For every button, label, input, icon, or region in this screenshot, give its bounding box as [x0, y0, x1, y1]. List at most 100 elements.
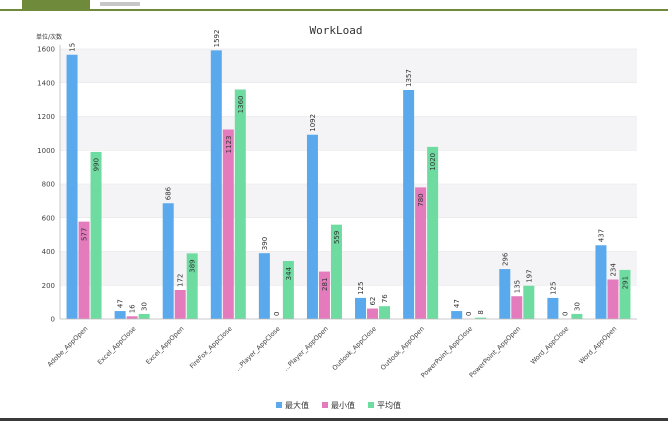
data-label-2-1: 30 [141, 302, 149, 311]
bar-0-4[interactable] [258, 253, 270, 319]
data-label-1-9: 135 [513, 280, 521, 293]
bar-0-9[interactable] [499, 269, 511, 319]
data-label-1-3: 1123 [225, 135, 233, 153]
grid-band [60, 116, 637, 151]
data-label-1-2: 172 [177, 274, 185, 287]
x-tick-label: FireFox_AppClose [188, 325, 234, 371]
bars-layer [66, 50, 631, 320]
legend-item[interactable]: 平均值 [377, 400, 401, 410]
bar-1-9[interactable] [511, 296, 523, 319]
data-label-1-5: 281 [321, 278, 329, 291]
x-tick-label: Outlook_AppClose [331, 325, 378, 372]
bar-2-3[interactable] [234, 89, 246, 320]
data-label-2-0: 990 [93, 158, 101, 171]
x-tick-label: Excel_AppOpen [144, 325, 185, 366]
bar-0-3[interactable] [210, 50, 222, 319]
x-tick-label: Outlook_AppOpen [379, 325, 426, 372]
bar-0-10[interactable] [547, 297, 559, 319]
data-label-0-11: 437 [597, 229, 605, 242]
legend-swatch [322, 402, 328, 408]
y-tick-label: 200 [42, 282, 55, 290]
bar-2-9[interactable] [523, 285, 535, 319]
bar-0-0[interactable] [66, 54, 78, 320]
bar-1-5[interactable] [318, 271, 330, 319]
bar-0-7[interactable] [403, 90, 415, 319]
y-tick-label: 400 [42, 248, 55, 256]
bar-1-6[interactable] [367, 308, 379, 319]
bottom-border [0, 418, 668, 421]
bar-1-2[interactable] [174, 289, 186, 319]
data-label-2-9: 197 [525, 269, 533, 282]
data-label-1-7: 780 [417, 193, 425, 206]
workload-chart: WorkLoad 单位/次数 0200400600800100012001400… [36, 24, 637, 410]
data-label-2-10: 30 [573, 302, 581, 311]
data-label-2-3: 1360 [237, 96, 245, 114]
data-label-0-4: 390 [261, 237, 269, 250]
bar-2-2[interactable] [186, 253, 198, 319]
data-label-1-11: 234 [609, 263, 617, 277]
data-label-0-6: 125 [357, 282, 365, 295]
data-label-1-6: 62 [369, 297, 377, 306]
data-label-2-2: 389 [189, 259, 197, 272]
legend-swatch [368, 402, 374, 408]
data-label-0-8: 47 [453, 299, 461, 308]
y-tick-label: 600 [42, 214, 55, 222]
bar-2-5[interactable] [330, 224, 342, 319]
x-tick-label: Adobe_AppOpen [46, 325, 90, 369]
bar-2-11[interactable] [619, 269, 631, 319]
x-tick-label: Word_AppClose [529, 325, 570, 366]
bar-2-8[interactable] [475, 317, 487, 319]
bar-0-11[interactable] [595, 245, 607, 319]
y-tick-label: 800 [42, 181, 55, 189]
data-label-0-5: 1092 [309, 114, 317, 132]
grid-band [60, 184, 637, 218]
data-label-0-2: 686 [165, 186, 173, 200]
grid-band [60, 251, 637, 286]
x-tick-label: Word_AppOpen [577, 325, 618, 366]
bar-2-6[interactable] [379, 306, 391, 319]
bar-1-11[interactable] [607, 279, 619, 319]
legend-item[interactable]: 最大值 [285, 400, 309, 410]
bar-1-0[interactable] [78, 221, 90, 319]
bar-1-3[interactable] [222, 129, 234, 319]
data-label-1-8: 0 [465, 312, 473, 316]
data-label-0-7: 1357 [405, 69, 413, 87]
x-tick-label: ...Player_AppClose [234, 325, 282, 373]
y-tick-label: 1200 [37, 113, 55, 121]
y-tick-label: 0 [51, 316, 55, 324]
grid-band [60, 49, 637, 83]
chart-title: WorkLoad [310, 24, 363, 37]
bar-2-7[interactable] [427, 146, 439, 319]
data-label-2-5: 559 [333, 231, 341, 244]
legend-item[interactable]: 最小值 [331, 400, 355, 410]
bar-1-7[interactable] [415, 187, 427, 319]
bar-0-6[interactable] [355, 297, 367, 319]
bar-0-2[interactable] [162, 203, 174, 319]
data-label-2-4: 344 [285, 266, 293, 280]
data-label-1-0: 577 [81, 228, 89, 241]
data-label-1-10: 0 [561, 312, 569, 316]
tab-active[interactable] [22, 0, 90, 9]
data-label-0-9: 296 [501, 252, 509, 266]
x-tick-label: PowerPoint_AppClose [419, 325, 474, 380]
data-label-2-11: 291 [621, 276, 629, 289]
bar-2-4[interactable] [282, 260, 294, 319]
bar-0-1[interactable] [114, 311, 126, 319]
data-label-0-10: 125 [549, 282, 557, 295]
bar-1-1[interactable] [126, 316, 138, 319]
bar-0-5[interactable] [306, 134, 318, 319]
data-label-0-0: 15 [69, 43, 77, 52]
bar-2-10[interactable] [571, 313, 583, 319]
top-bar [0, 0, 668, 11]
tab-inactive[interactable] [100, 0, 160, 8]
bar-2-0[interactable] [90, 151, 102, 319]
bar-0-8[interactable] [451, 311, 463, 319]
data-label-1-1: 16 [129, 304, 137, 313]
y-tick-label: 1400 [37, 79, 55, 87]
bar-2-1[interactable] [138, 313, 150, 319]
x-tick-label: PowerPoint_AppOpen [468, 325, 523, 380]
x-tick-label: ...Player_AppOpen [282, 325, 330, 373]
unit-label: 单位/次数 [36, 33, 62, 41]
data-label-0-1: 47 [117, 299, 125, 308]
